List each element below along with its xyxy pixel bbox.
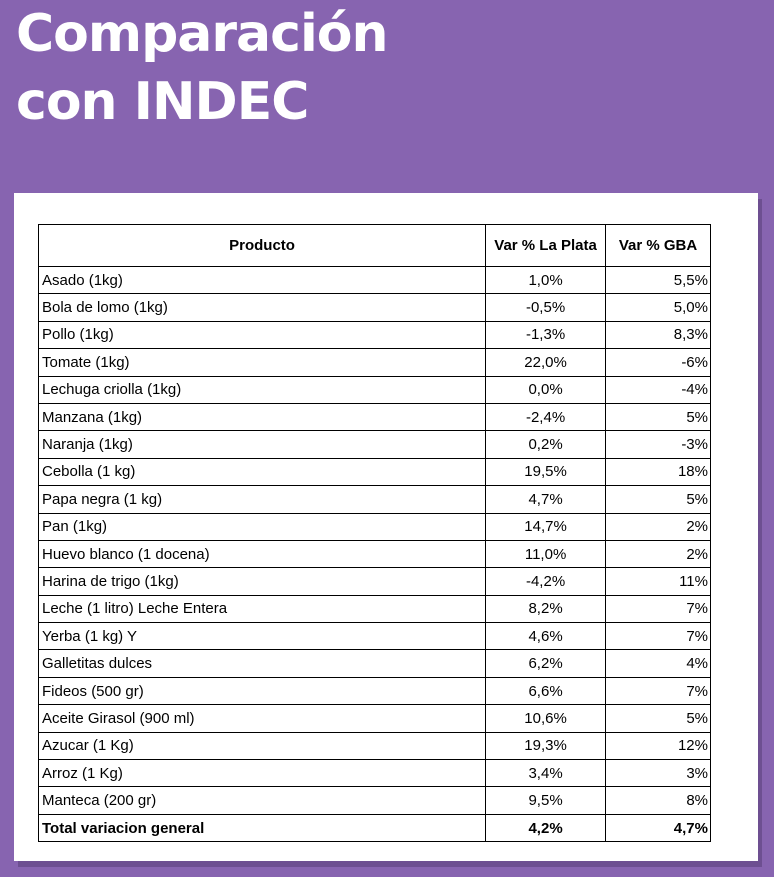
cell-gba: 2% [605,512,711,541]
cell-gba: 4,7% [605,813,711,843]
cell-gba: 8% [605,786,711,815]
cell-product: Pollo (1kg) [37,320,487,350]
cell-gba: 4% [605,649,711,678]
cell-gba: 3% [605,759,711,788]
cell-product: Galletitas dulces [37,649,487,678]
cell-gba: 7% [605,676,711,706]
cell-gba: 5,5% [605,265,711,295]
cell-la-plata: 19,5% [485,457,607,487]
cell-la-plata: 14,7% [485,512,607,541]
comparison-table: Producto Var % La Plata Var % GBA Asado … [37,224,711,843]
table-row: Lechuga criolla (1kg) 0,0% -4% [37,375,711,404]
cell-la-plata: 9,5% [485,786,607,815]
cell-gba: -4% [605,375,711,404]
cell-gba: 5% [605,485,711,514]
cell-la-plata: 19,3% [485,731,607,761]
cell-product: Bola de lomo (1kg) [37,293,487,322]
title-line-2: con INDEC [16,72,309,132]
cell-product: Manteca (200 gr) [37,786,487,815]
table-row: Naranja (1kg) 0,2% -3% [37,430,711,459]
cell-la-plata: 22,0% [485,348,607,377]
table-row: Arroz (1 Kg) 3,4% 3% [37,759,711,788]
table-row: Fideos (500 gr) 6,6% 7% [37,676,711,706]
cell-la-plata: -4,2% [485,567,607,596]
cell-product: Papa negra (1 kg) [37,485,487,514]
cell-la-plata: -1,3% [485,320,607,350]
table-row: Leche (1 litro) Leche Entera 8,2% 7% [37,594,711,624]
cell-product: Lechuga criolla (1kg) [37,375,487,404]
cell-gba: 7% [605,594,711,624]
cell-gba: 11% [605,567,711,596]
cell-gba: -3% [605,430,711,459]
table-row: Manzana (1kg) -2,4% 5% [37,402,711,432]
cell-product: Naranja (1kg) [37,430,487,459]
cell-la-plata: 4,2% [485,813,607,843]
cell-product: Pan (1kg) [37,512,487,541]
header-product: Producto [37,224,487,267]
page-title: Comparación con INDEC [16,0,389,136]
cell-gba: 7% [605,622,711,651]
table-row: Galletitas dulces 6,2% 4% [37,649,711,678]
cell-gba: 12% [605,731,711,761]
table-header-row: Producto Var % La Plata Var % GBA [37,224,711,267]
cell-la-plata: 0,0% [485,375,607,404]
cell-product: Asado (1kg) [37,265,487,295]
cell-product: Aceite Girasol (900 ml) [37,704,487,733]
cell-product: Harina de trigo (1kg) [37,567,487,596]
cell-la-plata: 4,6% [485,622,607,651]
title-line-1: Comparación [16,4,389,64]
cell-la-plata: 8,2% [485,594,607,624]
cell-la-plata: -0,5% [485,293,607,322]
table-row: Pan (1kg) 14,7% 2% [37,512,711,541]
table-row: Tomate (1kg) 22,0% -6% [37,348,711,377]
cell-la-plata: -2,4% [485,402,607,432]
table-row: Huevo blanco (1 docena) 11,0% 2% [37,539,711,569]
cell-product: Total variacion general [37,813,487,843]
cell-la-plata: 0,2% [485,430,607,459]
table-row: Bola de lomo (1kg) -0,5% 5,0% [37,293,711,322]
cell-la-plata: 10,6% [485,704,607,733]
cell-gba: -6% [605,348,711,377]
cell-gba: 5% [605,402,711,432]
cell-product: Cebolla (1 kg) [37,457,487,487]
cell-gba: 8,3% [605,320,711,350]
cell-product: Azucar (1 Kg) [37,731,487,761]
cell-product: Arroz (1 Kg) [37,759,487,788]
table-row: Azucar (1 Kg) 19,3% 12% [37,731,711,761]
table-row: Yerba (1 kg) Y 4,6% 7% [37,622,711,651]
table-row: Pollo (1kg) -1,3% 8,3% [37,320,711,350]
cell-product: Manzana (1kg) [37,402,487,432]
cell-la-plata: 4,7% [485,485,607,514]
cell-la-plata: 6,6% [485,676,607,706]
cell-la-plata: 11,0% [485,539,607,569]
header-la-plata: Var % La Plata [485,224,607,267]
cell-gba: 5,0% [605,293,711,322]
cell-gba: 2% [605,539,711,569]
cell-product: Leche (1 litro) Leche Entera [37,594,487,624]
table-row: Harina de trigo (1kg) -4,2% 11% [37,567,711,596]
cell-la-plata: 6,2% [485,649,607,678]
table-card: Producto Var % La Plata Var % GBA Asado … [14,193,758,861]
cell-product: Huevo blanco (1 docena) [37,539,487,569]
table-row: Asado (1kg) 1,0% 5,5% [37,265,711,295]
table-row: Papa negra (1 kg) 4,7% 5% [37,485,711,514]
table-total-row: Total variacion general 4,2% 4,7% [37,813,711,843]
header-gba: Var % GBA [605,224,711,267]
table-row: Manteca (200 gr) 9,5% 8% [37,786,711,815]
cell-product: Tomate (1kg) [37,348,487,377]
cell-gba: 18% [605,457,711,487]
cell-la-plata: 1,0% [485,265,607,295]
cell-product: Fideos (500 gr) [37,676,487,706]
cell-product: Yerba (1 kg) Y [37,622,487,651]
table-row: Aceite Girasol (900 ml) 10,6% 5% [37,704,711,733]
table-row: Cebolla (1 kg) 19,5% 18% [37,457,711,487]
cell-la-plata: 3,4% [485,759,607,788]
cell-gba: 5% [605,704,711,733]
